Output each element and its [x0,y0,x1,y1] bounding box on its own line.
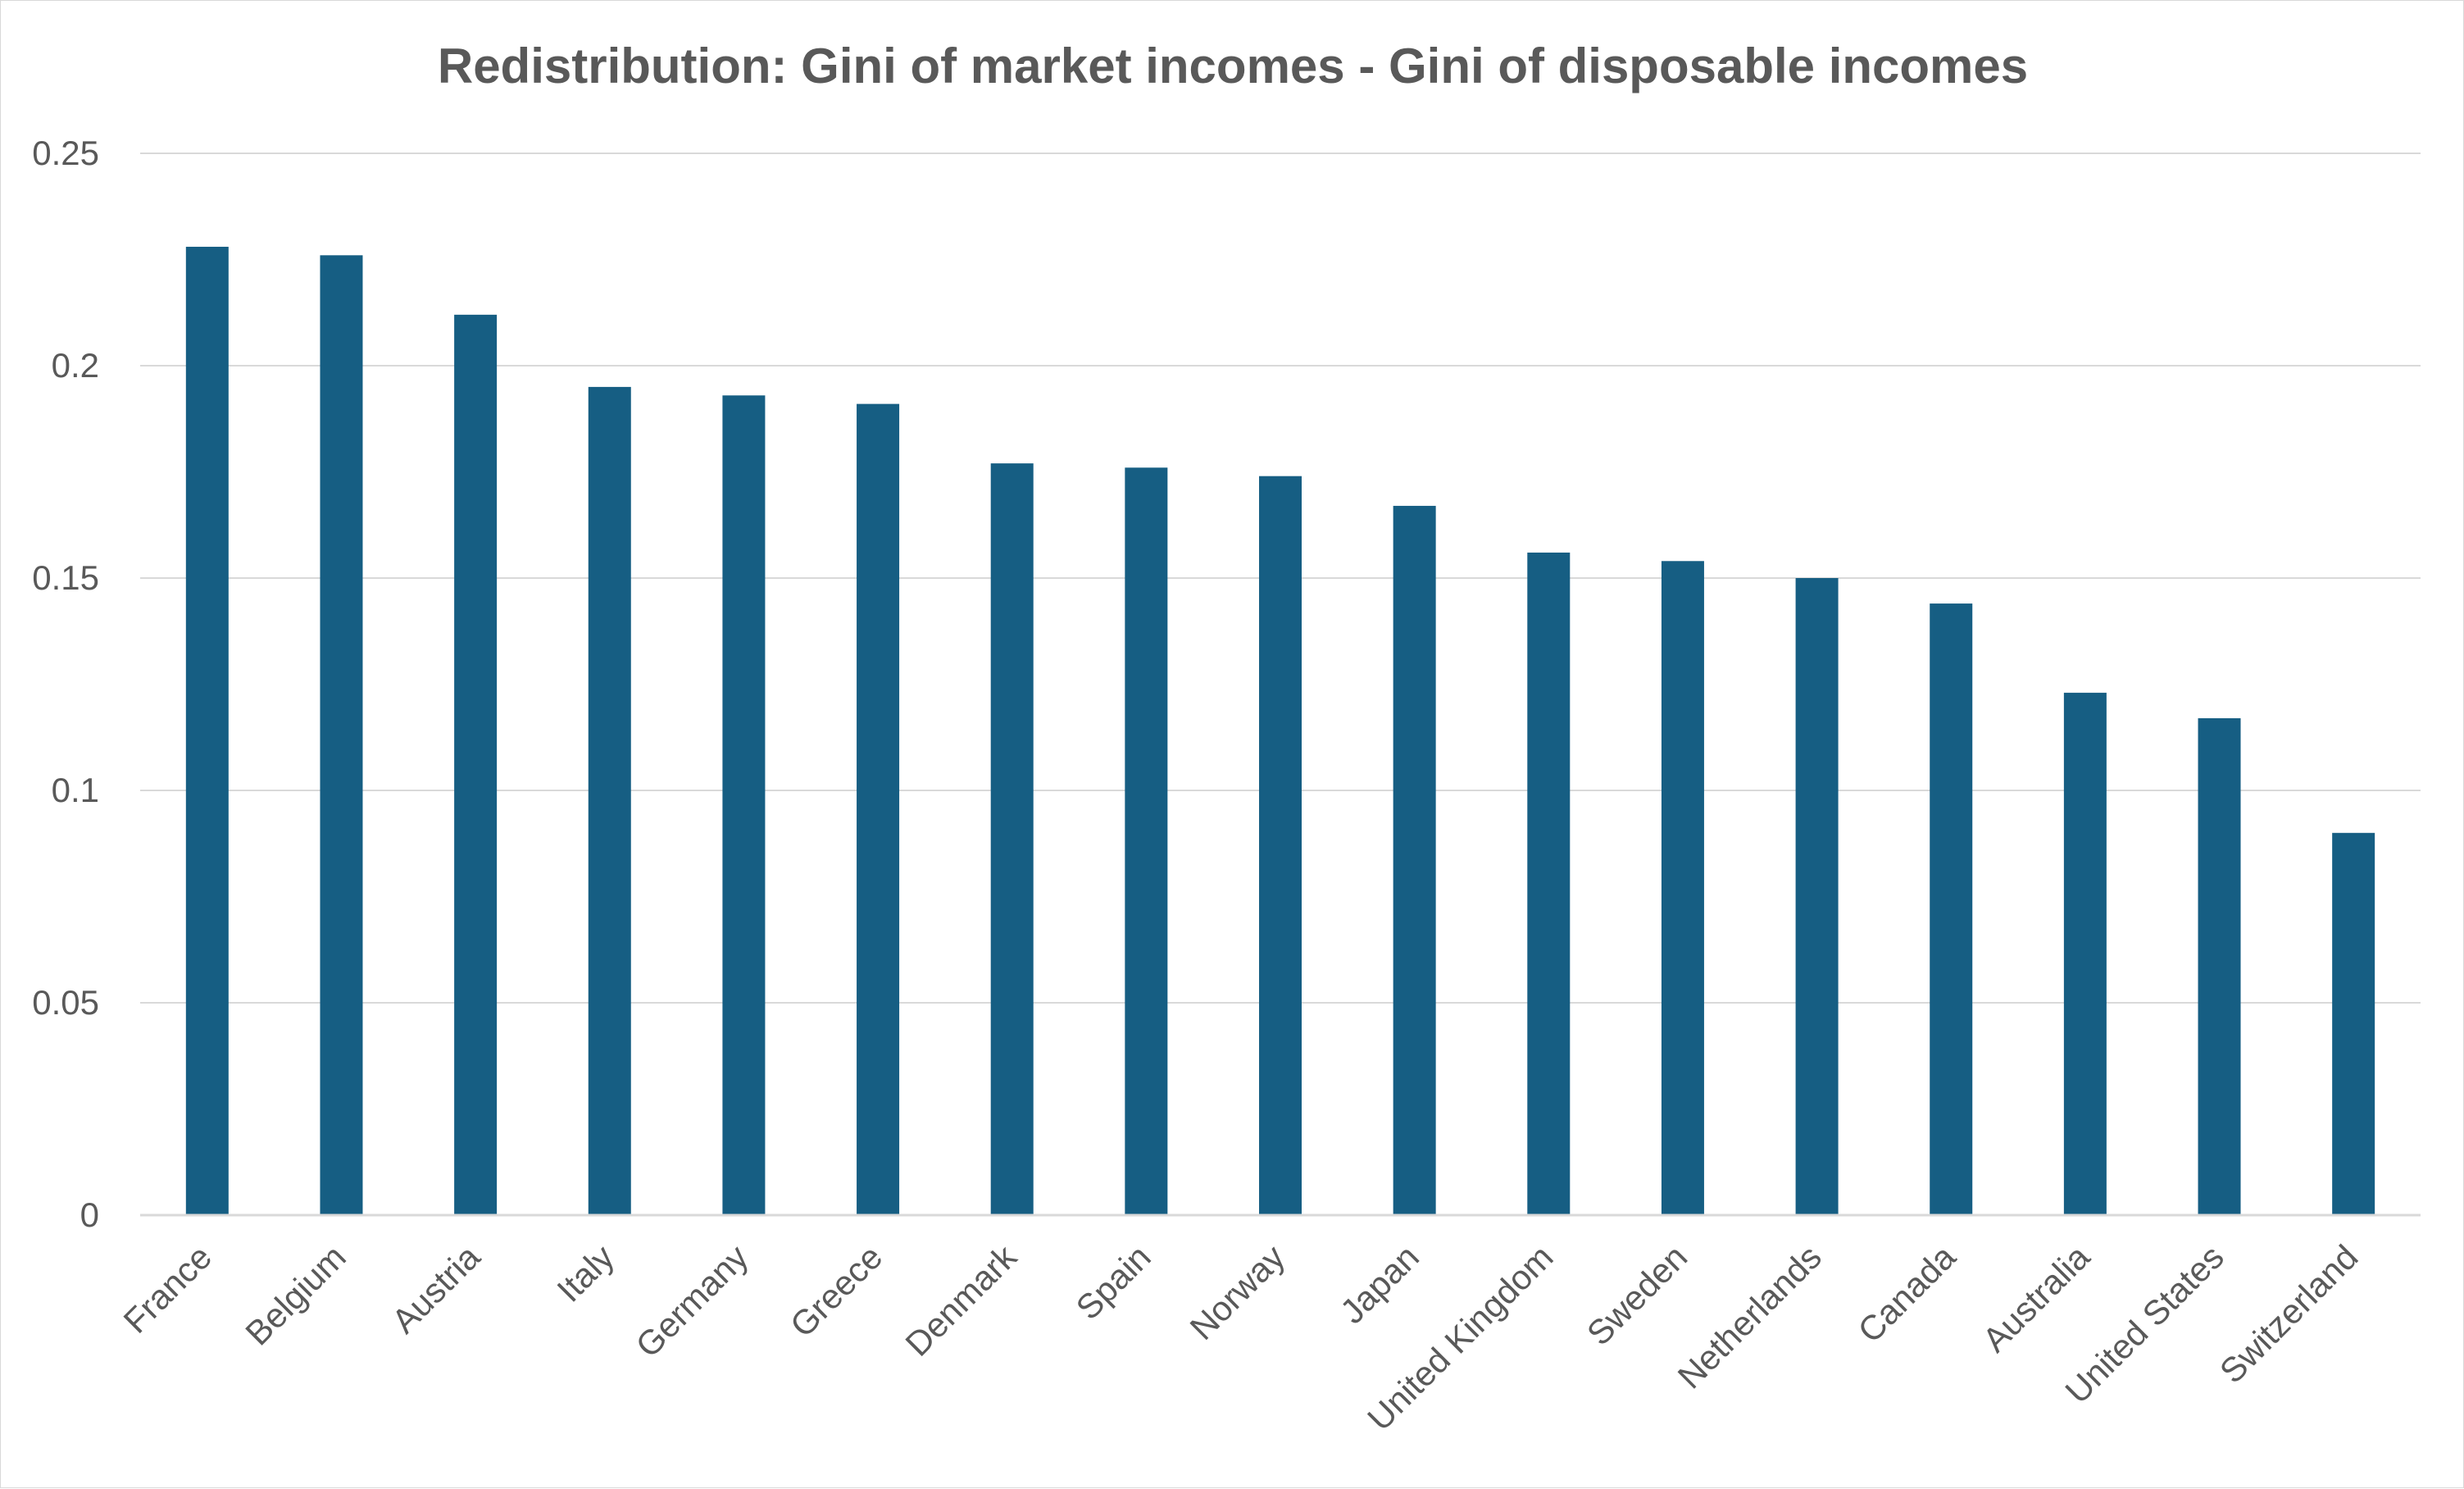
y-tick-label: 0.1 [52,771,99,809]
bar-canada [1930,603,1973,1215]
x-axis-labels: France Belgium Austria Italy Germany Greece De… [116,1236,2366,1437]
x-tick-label: Canada [1850,1237,1963,1350]
y-tick-label: 0.15 [32,558,99,597]
bar-united-kingdom [1527,552,1571,1215]
y-tick-label: 0 [80,1195,99,1234]
bar-switzerland [2332,832,2375,1215]
x-tick-label: Switzerland [2212,1237,2366,1391]
x-tick-label: Italy [549,1237,621,1309]
x-tick-label: France [116,1237,220,1341]
x-tick-label: Germany [628,1237,755,1364]
bar-australia [2063,692,2107,1215]
x-tick-label: Sweden [1580,1237,1695,1353]
bar-austria [454,314,498,1216]
bars [185,246,2375,1216]
bar-belgium [320,255,363,1215]
bar-greece [857,403,900,1215]
y-axis-ticks: 0 0.05 0.1 0.15 0.2 0.25 [32,134,99,1234]
bar-netherlands [1795,578,1839,1215]
bar-japan [1393,505,1436,1215]
x-tick-label: Norway [1182,1237,1292,1347]
bar-united-states [2198,717,2241,1215]
x-tick-label: Austria [384,1237,488,1341]
y-tick-label: 0.05 [32,983,99,1022]
x-tick-label: Spain [1069,1237,1158,1327]
bar-italy [588,386,631,1215]
bar-denmark [990,463,1034,1215]
bar-spain [1125,467,1168,1215]
y-tick-label: 0.2 [52,346,99,385]
bar-norway [1259,476,1302,1215]
x-tick-label: Japan [1333,1237,1426,1331]
bar-germany [722,395,766,1215]
bar-sweden [1661,561,1704,1215]
x-tick-label: Netherlands [1671,1237,1829,1396]
y-tick-label: 0.25 [32,134,99,172]
x-tick-label: Australia [1975,1237,2097,1359]
x-tick-label: Greece [783,1237,890,1345]
x-tick-label: Belgium [238,1237,353,1353]
bar-france [185,246,229,1216]
chart-title: Redistribution: Gini of market incomes -… [438,39,2028,93]
x-tick-label: Denmark [898,1236,1024,1363]
